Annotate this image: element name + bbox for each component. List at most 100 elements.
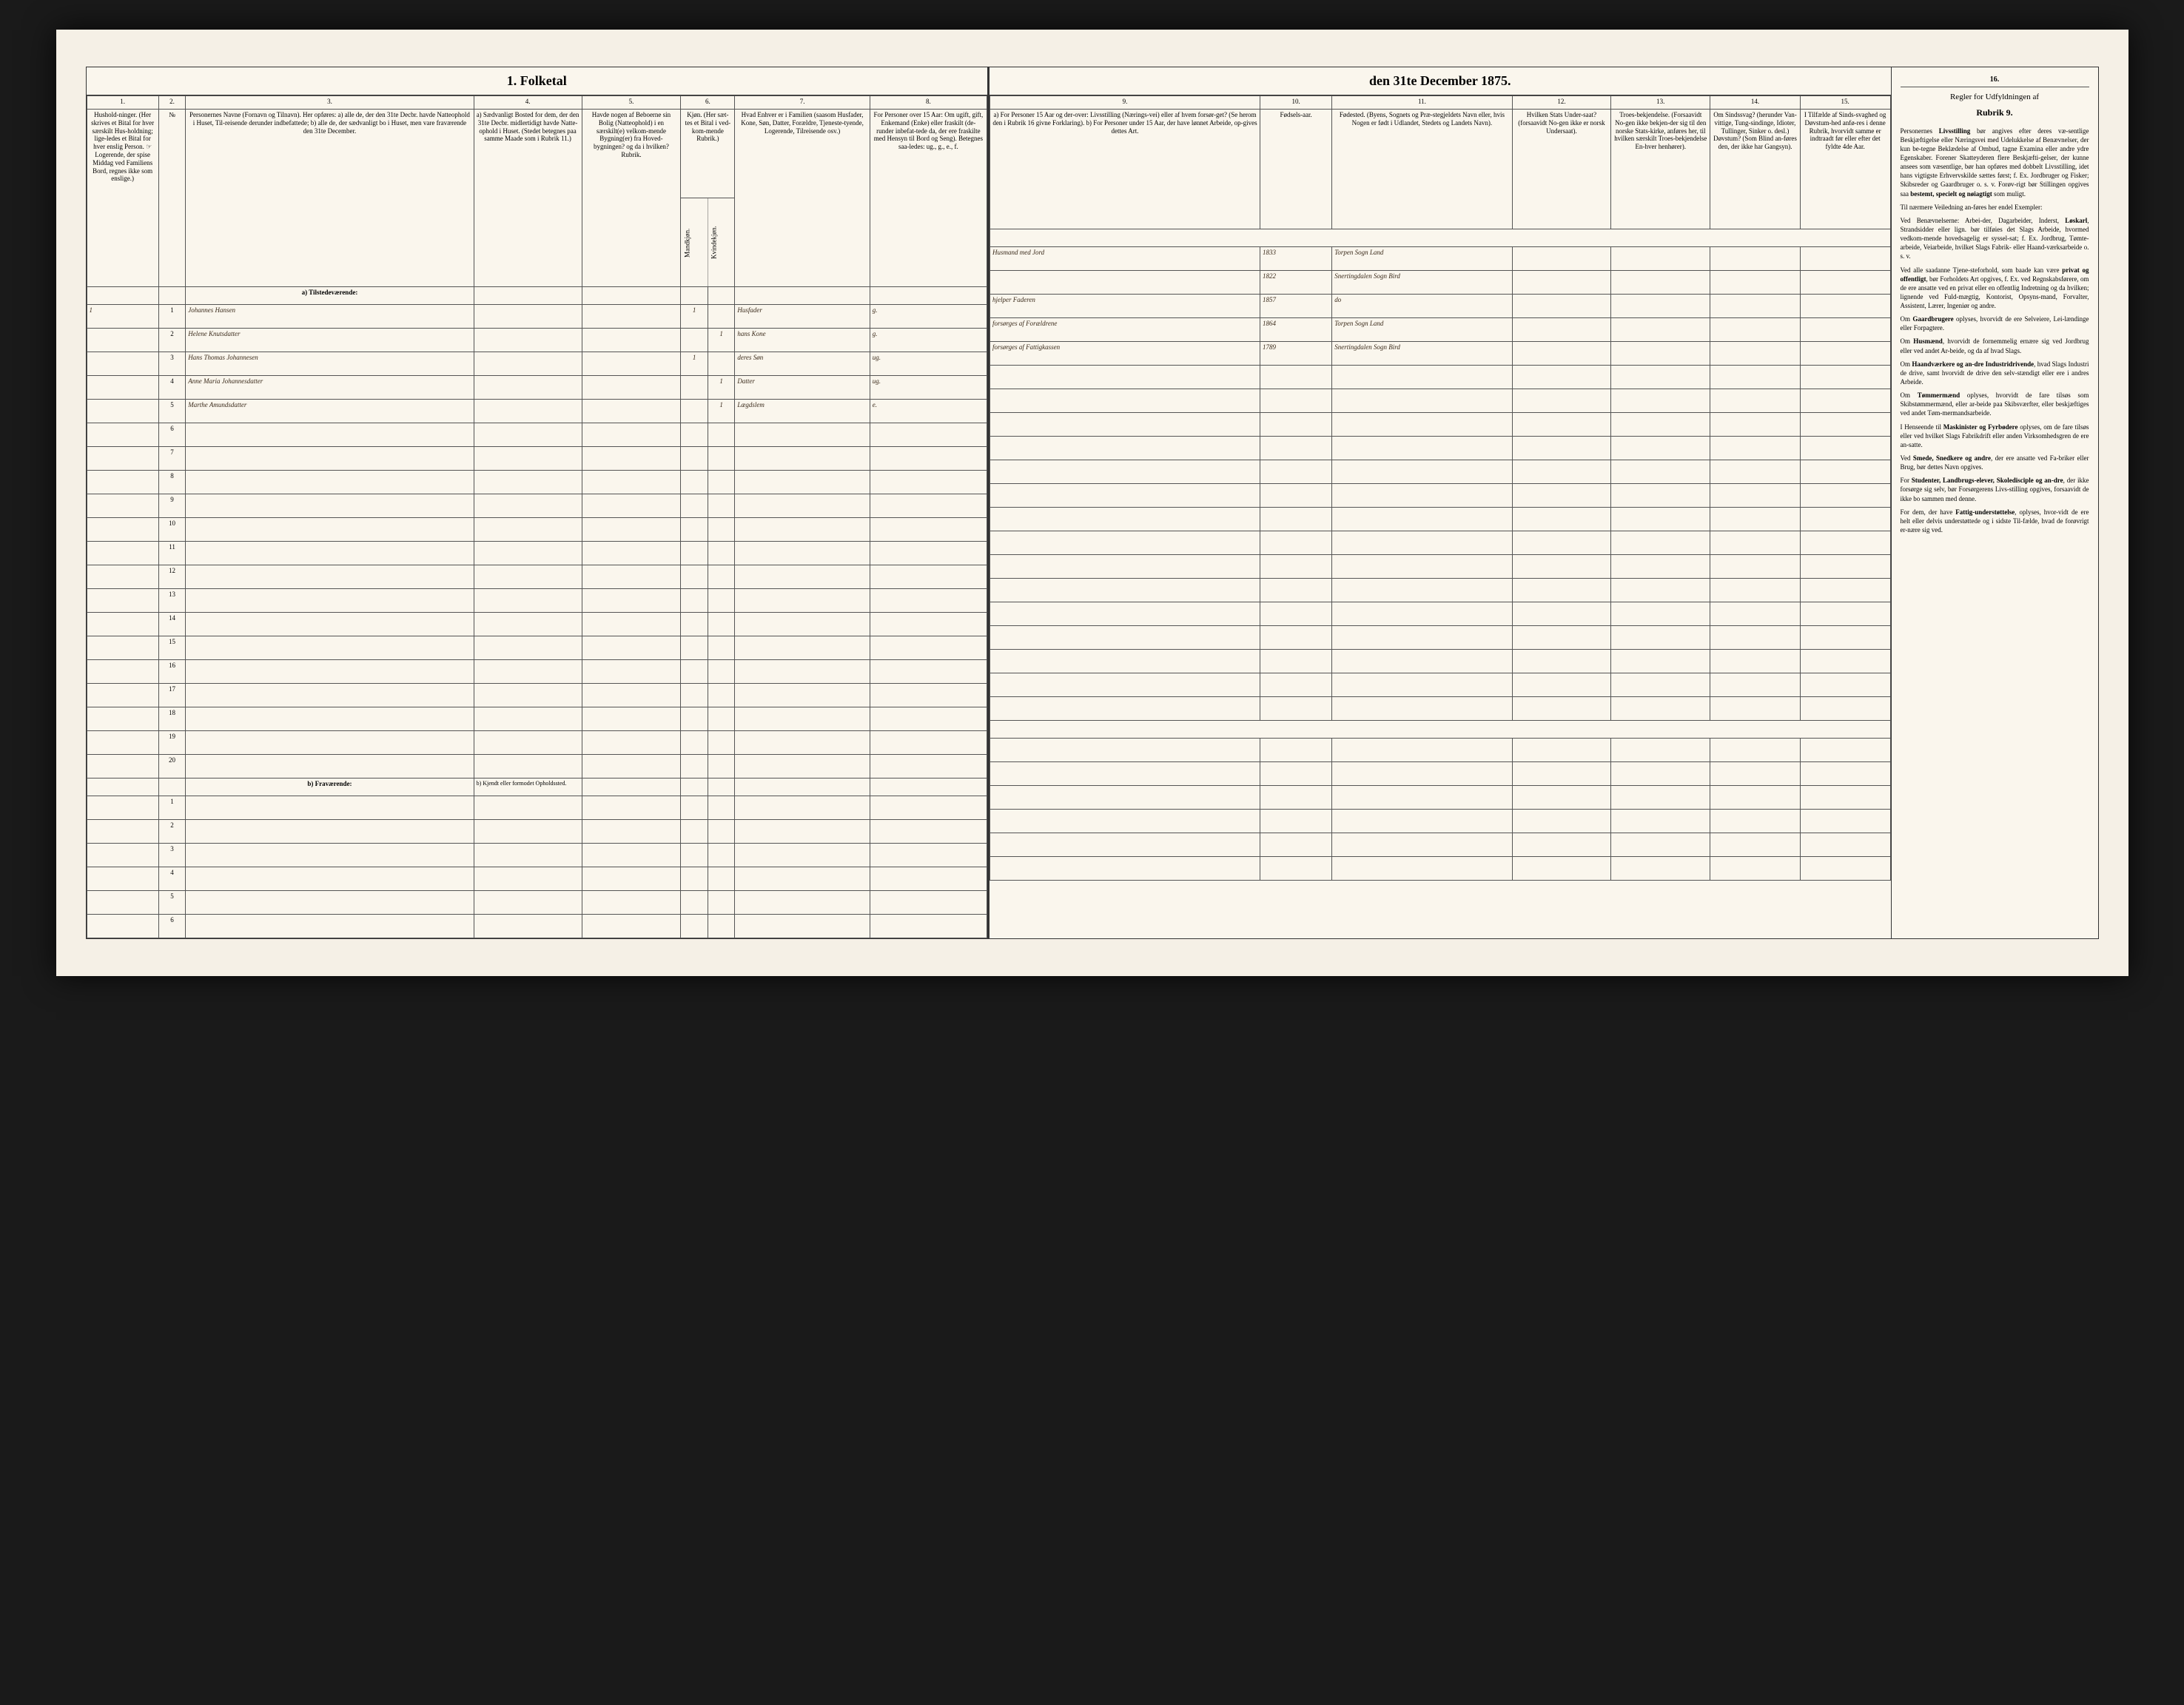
colnum-10: 10. [1260, 96, 1331, 110]
cell-disability [1710, 437, 1801, 460]
cell-name: Anne Maria Johannesdatter [186, 376, 474, 400]
cell-marital: ug. [870, 376, 987, 400]
cell-family: Datter [735, 376, 870, 400]
cell-residence [474, 376, 582, 400]
cell-absent-no: 2 [158, 820, 185, 844]
cell-birthyear [1260, 602, 1331, 626]
cell-name [186, 755, 474, 778]
present-row: 2Helene Knutsdatter1hans Koneg. [87, 329, 987, 352]
present-row: 6 [87, 423, 987, 447]
cell-disability [1710, 602, 1801, 626]
cell-marital [870, 684, 987, 707]
absent-row-right [990, 857, 1891, 881]
cell-female [708, 352, 734, 376]
cell-building [582, 352, 681, 376]
cell-occupation [990, 673, 1260, 697]
colnum-1: 1. [87, 96, 158, 110]
instructions-body: Personernes Livsstilling bør angives eft… [1901, 127, 2089, 535]
colnum-14: 14. [1710, 96, 1801, 110]
cell-person-no: 1 [158, 305, 185, 329]
page-title-right: den 31te December 1875. [989, 67, 1891, 95]
cell-birthplace [1332, 555, 1512, 579]
cell-family [735, 542, 870, 565]
cell-building [582, 684, 681, 707]
cell-person-no: 19 [158, 731, 185, 755]
cell-occupation [990, 437, 1260, 460]
cell-disability [1710, 650, 1801, 673]
cell-birthplace [1332, 673, 1512, 697]
present-row: 9 [87, 494, 987, 518]
cell-female [708, 518, 734, 542]
cell-birthyear [1260, 508, 1331, 531]
cell-disability-age [1800, 413, 1890, 437]
left-tbody: a) Tilstedeværende:11Johannes Hansen1Hus… [87, 287, 987, 938]
cell-occupation [990, 531, 1260, 555]
col-header-row-left: Hushold-ninger. (Her skrives et Bital fo… [87, 110, 987, 198]
cell-residence [474, 423, 582, 447]
cell-residence [474, 565, 582, 589]
cell-disability-age [1800, 295, 1890, 318]
absent-row-right [990, 762, 1891, 786]
cell-birthyear [1260, 389, 1331, 413]
cell-person-no: 3 [158, 352, 185, 376]
present-row-right [990, 531, 1891, 555]
cell-occupation: forsørges af Forældrene [990, 318, 1260, 342]
col-header-8: For Personer over 15 Aar: Om ugift, gift… [870, 110, 987, 287]
col-male: Mandkjøn. [681, 198, 708, 287]
cell-male [681, 707, 708, 731]
present-row-right [990, 437, 1891, 460]
cell-name: Helene Knutsdatter [186, 329, 474, 352]
cell-household [87, 542, 158, 565]
cell-name [186, 518, 474, 542]
cell-disability [1710, 413, 1801, 437]
instructions-paragraph: Ved Smede, Snedkere og andre, der ere an… [1901, 454, 2089, 471]
cell-building [582, 613, 681, 636]
cell-family [735, 447, 870, 471]
cell-building [582, 542, 681, 565]
cell-birthplace: Torpen Sogn Land [1332, 318, 1512, 342]
cell-birthyear [1260, 697, 1331, 721]
cell-disability-age [1800, 602, 1890, 626]
cell-household [87, 707, 158, 731]
cell-male [681, 329, 708, 352]
cell-birthplace [1332, 484, 1512, 508]
cell-religion [1611, 342, 1710, 366]
cell-marital [870, 565, 987, 589]
absent-row-right [990, 810, 1891, 833]
cell-male [681, 400, 708, 423]
present-row-right [990, 697, 1891, 721]
cell-birthyear [1260, 579, 1331, 602]
cell-marital: ug. [870, 352, 987, 376]
present-row-right [990, 673, 1891, 697]
cell-marital [870, 731, 987, 755]
cell-religion [1611, 650, 1710, 673]
cell-occupation [990, 413, 1260, 437]
cell-male [681, 613, 708, 636]
cell-household [87, 352, 158, 376]
cell-disability-age [1800, 531, 1890, 555]
cell-birthplace [1332, 389, 1512, 413]
cell-person-no: 16 [158, 660, 185, 684]
cell-female [708, 636, 734, 660]
col-header-2: № [158, 110, 185, 287]
cell-person-no: 11 [158, 542, 185, 565]
cell-female [708, 731, 734, 755]
cell-person-no: 2 [158, 329, 185, 352]
title-text-right: den 31te December 1875. [1369, 73, 1511, 89]
present-row: 10 [87, 518, 987, 542]
colnum-8: 8. [870, 96, 987, 110]
cell-disability-age [1800, 626, 1890, 650]
cell-marital [870, 707, 987, 731]
cell-residence [474, 305, 582, 329]
cell-birthplace [1332, 437, 1512, 460]
present-row: 12 [87, 565, 987, 589]
cell-birthplace [1332, 697, 1512, 721]
cell-disability-age [1800, 318, 1890, 342]
cell-occupation [990, 271, 1260, 295]
cell-residence [474, 755, 582, 778]
cell-building [582, 400, 681, 423]
present-row: 14 [87, 613, 987, 636]
cell-religion [1611, 579, 1710, 602]
cell-religion [1611, 531, 1710, 555]
cell-nationality [1512, 413, 1611, 437]
